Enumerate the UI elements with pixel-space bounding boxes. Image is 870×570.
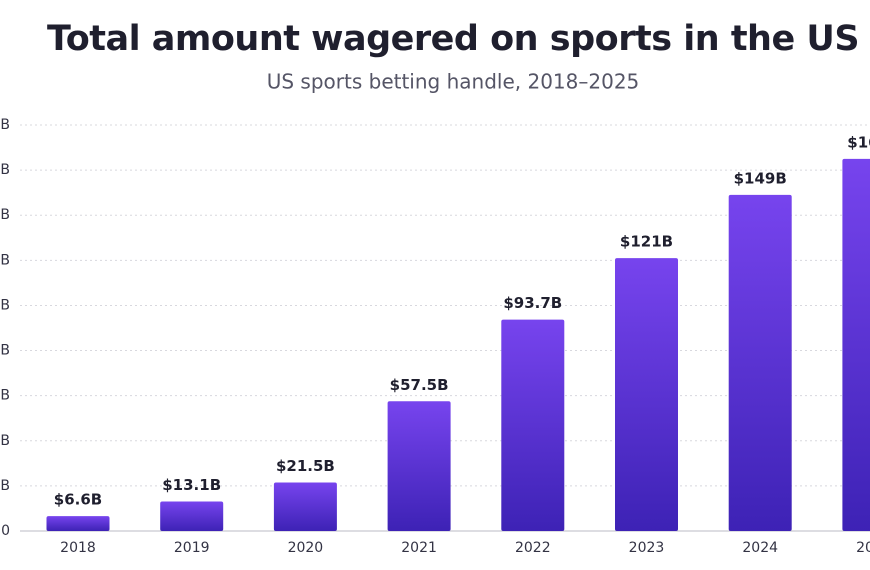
x-tick-label: 2018 bbox=[60, 540, 96, 556]
value-label: $13.1B bbox=[162, 476, 221, 494]
x-tick-label: 2022 bbox=[515, 540, 551, 556]
y-tick-label: $140B bbox=[0, 207, 10, 223]
y-tick-label: $20B bbox=[0, 478, 10, 494]
y-tick-label: $60B bbox=[0, 388, 10, 404]
value-label: $57.5B bbox=[390, 376, 449, 394]
y-tick-label: $40B bbox=[0, 433, 10, 449]
bar bbox=[728, 194, 792, 531]
bar bbox=[160, 501, 224, 531]
y-tick-label: $0 bbox=[0, 523, 10, 539]
bar bbox=[387, 401, 451, 531]
value-label: $21.5B bbox=[276, 457, 335, 475]
x-tick-label: 2021 bbox=[401, 540, 437, 556]
bar bbox=[501, 319, 565, 531]
y-tick-label: $180B bbox=[0, 117, 10, 133]
y-tick-label: $100B bbox=[0, 297, 10, 313]
x-tick-label: 2023 bbox=[629, 540, 665, 556]
y-tick-label: $80B bbox=[0, 343, 10, 359]
x-tick-label: 2025 bbox=[856, 540, 870, 556]
chart-title: Total amount wagered on sports in the US bbox=[47, 19, 859, 59]
x-tick-label: 2020 bbox=[288, 540, 324, 556]
value-label: $149B bbox=[734, 169, 787, 187]
x-tick-label: 2019 bbox=[174, 540, 210, 556]
y-tick-label: $120B bbox=[0, 252, 10, 268]
bar bbox=[273, 482, 337, 531]
chart-subtitle: US sports betting handle, 2018–2025 bbox=[267, 70, 640, 94]
value-label: $121B bbox=[620, 233, 673, 251]
value-label: $93.7B bbox=[503, 294, 562, 312]
y-tick-label: $160B bbox=[0, 162, 10, 178]
bar bbox=[842, 158, 870, 531]
value-label: $165B bbox=[847, 133, 870, 151]
bar bbox=[615, 258, 678, 531]
bar bbox=[46, 516, 110, 531]
x-tick-label: 2024 bbox=[742, 540, 778, 556]
value-label: $6.6B bbox=[54, 491, 102, 509]
